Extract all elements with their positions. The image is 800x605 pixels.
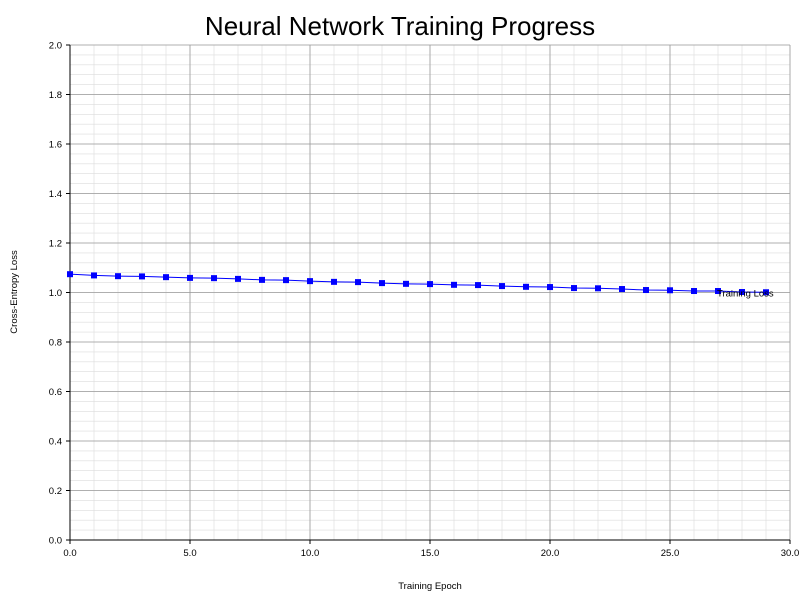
data-point — [283, 277, 289, 284]
data-point — [643, 287, 649, 294]
data-point — [763, 289, 769, 296]
data-point — [259, 276, 265, 283]
data-point — [595, 285, 601, 292]
data-point — [139, 273, 145, 280]
data-point — [691, 288, 697, 295]
y-tick-label: 0.0 — [49, 536, 62, 547]
data-point — [475, 282, 481, 289]
y-tick-label: 1.2 — [49, 239, 62, 250]
y-tick-label: 0.2 — [49, 486, 62, 497]
y-tick-label: 0.6 — [49, 387, 62, 398]
x-tick-label: 30.0 — [781, 548, 800, 559]
y-tick-label: 0.8 — [49, 338, 62, 349]
x-tick-label: 15.0 — [421, 548, 440, 559]
data-point — [523, 283, 529, 290]
data-point — [619, 286, 625, 293]
y-tick-label: 1.8 — [49, 90, 62, 101]
x-tick-label: 10.0 — [301, 548, 320, 559]
data-point — [499, 283, 505, 290]
data-point — [187, 274, 193, 281]
data-point — [379, 280, 385, 287]
data-point — [715, 288, 721, 295]
data-point — [427, 281, 433, 288]
data-point — [547, 284, 553, 291]
data-point — [307, 278, 313, 285]
x-axis-label: Training Epoch — [398, 581, 462, 592]
y-tick-label: 0.4 — [49, 437, 62, 448]
y-axis-label: Cross-Entropy Loss — [9, 250, 20, 334]
data-point — [67, 271, 73, 278]
data-point — [163, 274, 169, 281]
data-point — [115, 273, 121, 280]
y-tick-label: 1.0 — [49, 288, 62, 299]
x-tick-label: 20.0 — [541, 548, 560, 559]
x-tick-label: 25.0 — [661, 548, 680, 559]
data-point — [451, 281, 457, 288]
data-point — [739, 289, 745, 296]
data-point — [91, 272, 97, 279]
data-point — [403, 280, 409, 287]
series-label: Training Loss — [717, 288, 774, 299]
data-point — [331, 278, 337, 285]
data-point — [235, 275, 241, 282]
y-tick-labels: 0.0 0.2 0.4 0.6 0.8 1.0 1.2 1.4 1.6 1.8 2.0 — [49, 41, 70, 547]
data-point — [355, 279, 361, 286]
major-grid — [69, 44, 791, 541]
data-point — [667, 287, 673, 294]
data-point — [211, 275, 217, 282]
y-tick-label: 1.6 — [49, 140, 62, 151]
x-tick-label: 0.0 — [63, 548, 76, 559]
chart-title: Neural Network Training Progress — [205, 11, 595, 41]
x-tick-label: 5.0 — [183, 548, 196, 559]
y-tick-label: 2.0 — [49, 41, 62, 52]
y-tick-label: 1.4 — [49, 189, 62, 200]
series-layer: Training Loss — [67, 271, 774, 299]
series-line — [69, 273, 767, 293]
data-point — [571, 285, 577, 292]
x-tick-labels: 0.0 5.0 10.0 15.0 20.0 25.0 30.0 — [63, 540, 799, 559]
